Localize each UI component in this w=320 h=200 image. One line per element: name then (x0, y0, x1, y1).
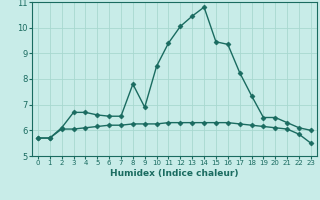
X-axis label: Humidex (Indice chaleur): Humidex (Indice chaleur) (110, 169, 239, 178)
